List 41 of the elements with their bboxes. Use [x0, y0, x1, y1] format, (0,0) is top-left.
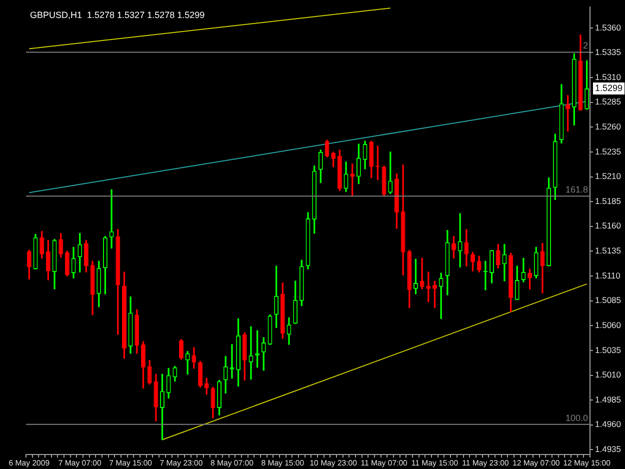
- y-tick-label: 1.4935: [595, 444, 622, 454]
- y-tick-label: 1.5285: [595, 96, 622, 107]
- candlestick: [122, 272, 126, 359]
- annotation: 161.8: [565, 184, 588, 195]
- chart-title: GBPUSD,H1 1.5278 1.5327 1.5278 1.5299: [30, 10, 205, 20]
- y-tick-label: 1.5160: [595, 220, 622, 231]
- y-tick-label: 1.5110: [595, 270, 621, 280]
- y-tick-label: 1.5235: [595, 146, 622, 156]
- candlestick: [198, 361, 202, 388]
- y-tick-label: 1.5060: [595, 320, 622, 330]
- y-tick-label: 1.5035: [595, 344, 622, 355]
- candlestick: [394, 173, 399, 229]
- annotation: 100.0: [565, 412, 588, 423]
- candlestick: [179, 339, 184, 360]
- y-tick-label: 1.5210: [595, 171, 622, 182]
- candlestick: [141, 341, 146, 388]
- candlestick: [420, 258, 424, 290]
- candlestick: [109, 189, 114, 249]
- candlestick: [508, 252, 514, 312]
- y-tick-label: 1.4985: [595, 394, 622, 404]
- y-tick-label: 1.5185: [595, 196, 622, 206]
- candlestick: [217, 380, 222, 416]
- candlestick: [432, 280, 437, 308]
- y-tick-label: 1.5085: [595, 295, 622, 306]
- y-tick-label: 1.5260: [595, 122, 622, 132]
- candlestick: [452, 236, 456, 258]
- candlestick: [490, 250, 494, 284]
- y-tick-label: 1.5335: [595, 47, 622, 58]
- candlestick: [248, 326, 254, 380]
- candlestick: [102, 236, 108, 294]
- y-tick-label: 1.5010: [595, 370, 622, 380]
- annotation: 1.5299: [595, 82, 623, 93]
- candlestick: [414, 258, 418, 294]
- y-tick-label: 1.5310: [595, 72, 622, 82]
- candlestick: [236, 318, 241, 386]
- candlestick: [470, 252, 475, 272]
- annotation: 2: [582, 40, 588, 51]
- candlestick: [160, 374, 164, 440]
- y-tick-label: 1.5135: [595, 246, 622, 256]
- y-tick-label: 1.4960: [595, 419, 622, 430]
- y-tick-label: 1.5360: [595, 22, 622, 32]
